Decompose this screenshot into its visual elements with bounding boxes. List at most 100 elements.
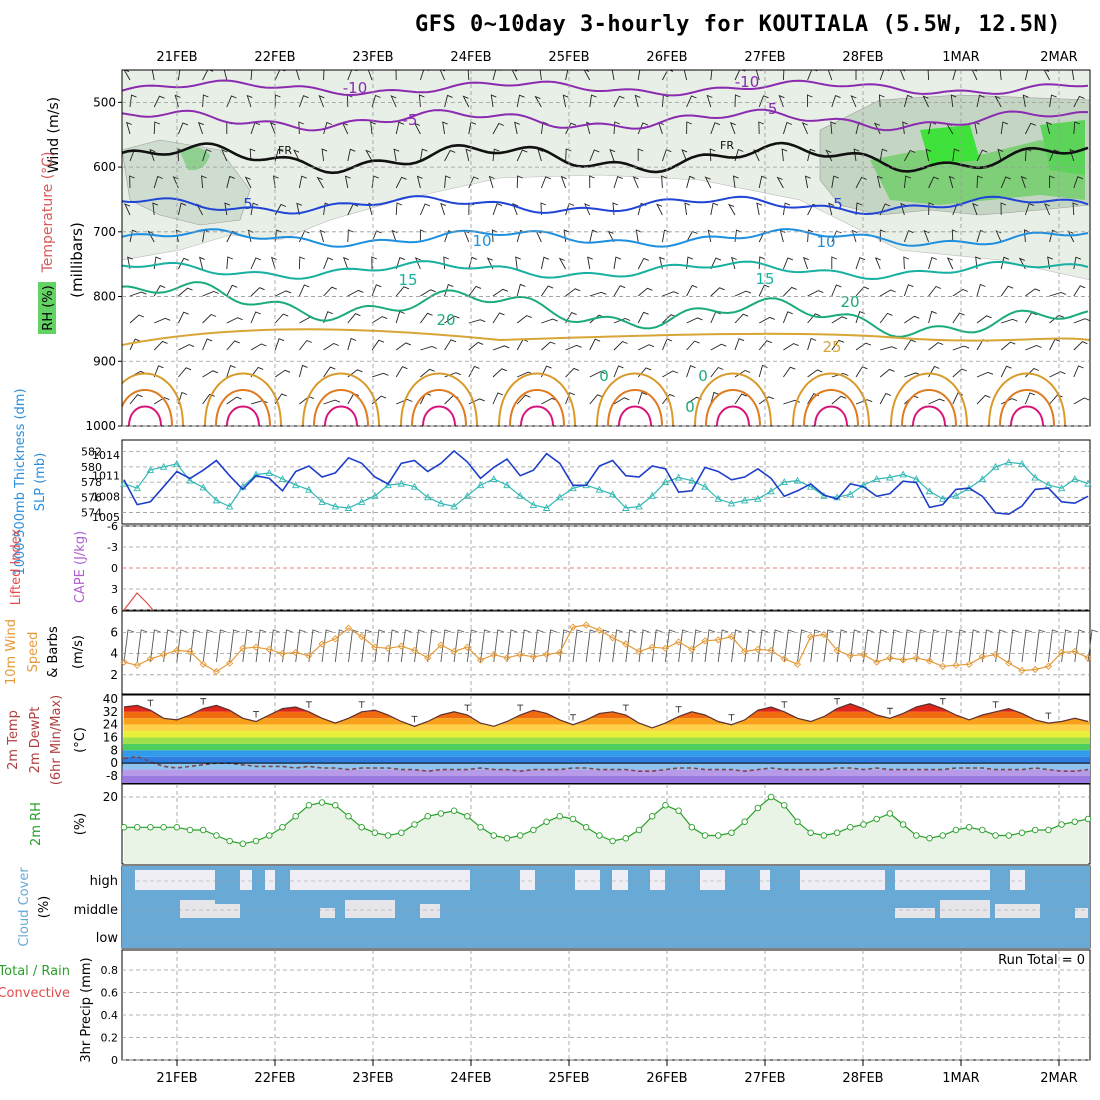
rh2m-point <box>754 804 762 812</box>
wind-barb <box>274 338 285 351</box>
wind10-point <box>912 654 920 662</box>
wind-barb <box>226 365 236 378</box>
cloud-high-gap <box>290 870 470 890</box>
wind10-point <box>173 646 181 655</box>
wind-barb <box>565 344 582 351</box>
wind-barb <box>710 343 727 351</box>
wind-barb <box>1073 121 1080 135</box>
wind-barb <box>589 175 595 189</box>
wind-barb <box>904 149 916 162</box>
thickness-tick-label: 576 <box>81 491 102 504</box>
date-label-top: 25FEB <box>548 50 589 65</box>
wind-barb <box>880 346 897 351</box>
wind-barb <box>1001 318 1018 324</box>
wind-barb <box>153 365 164 378</box>
wind-barb <box>512 202 519 216</box>
temp-band <box>122 718 1090 725</box>
wind-barb <box>997 148 1004 162</box>
date-label-top: 24FEB <box>450 50 491 65</box>
rh-shading-green <box>870 140 1085 205</box>
upper-ylabel-wind: Wind (m/s) <box>46 97 62 173</box>
wind-barb <box>371 230 382 243</box>
wind-barb <box>444 175 451 189</box>
wind-barb <box>226 396 242 405</box>
date-label-top: 23FEB <box>352 50 393 65</box>
isotherm-warm-loop <box>422 405 456 426</box>
wind-barb <box>783 366 796 378</box>
wind-barb <box>830 121 836 135</box>
temp-band <box>122 743 1090 751</box>
thickness-point <box>886 473 894 481</box>
date-label-bottom: 26FEB <box>646 1071 687 1086</box>
rh2m-point <box>662 802 669 809</box>
wind-barb <box>782 311 793 324</box>
wind-barb <box>855 366 868 378</box>
wind-barb <box>342 256 349 270</box>
wind-barb <box>492 345 510 351</box>
date-label-top: 27FEB <box>744 50 785 65</box>
wind-barb <box>202 313 217 324</box>
wind10-barb <box>480 629 491 663</box>
wind10-barb <box>744 629 755 663</box>
wind-barb <box>1044 203 1051 216</box>
wind10-point <box>701 637 709 645</box>
rh2m-point <box>675 807 682 815</box>
cloud-middle-gap <box>215 904 240 918</box>
wind-barb <box>492 392 504 405</box>
wind-barb <box>1047 256 1053 270</box>
wind10-point <box>807 633 815 641</box>
isotherm-label: -5 <box>403 111 418 129</box>
wind-barb <box>1049 371 1066 378</box>
isotherm-warm-loop <box>705 389 761 426</box>
wind-barb <box>855 202 863 216</box>
wind-barb <box>250 70 257 81</box>
precip-tick-label: 0.6 <box>101 987 119 1000</box>
thickness-point <box>212 496 221 504</box>
rh2m-point <box>345 813 352 820</box>
thickness-point <box>225 502 234 510</box>
cape-ylabel-cape: CAPE (J/kg) <box>73 531 88 603</box>
wind10-point <box>305 652 313 660</box>
wind10-point <box>450 647 458 656</box>
wind-barb <box>516 149 528 162</box>
wind-barb <box>851 229 858 243</box>
wind-barb <box>129 338 141 351</box>
wind-barb <box>468 341 484 351</box>
wind-barb <box>202 149 212 162</box>
wind10-ylabel-3: & Barbs <box>46 626 61 678</box>
wind-barb <box>223 70 230 81</box>
rh2m-point <box>807 829 814 837</box>
temp-minmax-bar <box>1045 712 1052 720</box>
wind10-barb <box>282 629 293 663</box>
wind10-barb <box>585 629 597 663</box>
wind-barb <box>950 94 957 108</box>
wind-barb <box>1024 203 1035 216</box>
wind10-point <box>569 623 577 631</box>
wind10-point <box>582 621 590 629</box>
thickness-point <box>806 482 815 490</box>
wind10-point <box>120 658 128 666</box>
wind-barb <box>365 149 373 162</box>
temp-tick-label: 40 <box>103 692 118 706</box>
rh2m-point <box>186 826 194 834</box>
wind-barb <box>635 229 642 243</box>
wind-barb <box>831 395 847 405</box>
wind-tick-label: 2 <box>110 668 118 682</box>
rh2m-point <box>384 832 392 839</box>
wind-barb <box>831 284 842 297</box>
wind-barb <box>609 148 616 162</box>
rh2m-point <box>1045 826 1052 834</box>
wind10-point <box>608 634 617 642</box>
wind-barb <box>710 391 720 405</box>
wind-barb <box>540 256 550 270</box>
wind-barb <box>710 122 721 135</box>
wind-barb <box>463 230 470 243</box>
isotherm-warm-loop <box>618 405 652 426</box>
wind-barb <box>226 284 238 297</box>
wind10-barb <box>902 629 914 663</box>
date-label-bottom: 21FEB <box>156 1071 197 1086</box>
wind10-barb <box>625 629 636 663</box>
thickness-point <box>714 494 723 502</box>
rh2m-point <box>1005 832 1013 839</box>
isotherm-minus10 <box>122 79 1089 97</box>
